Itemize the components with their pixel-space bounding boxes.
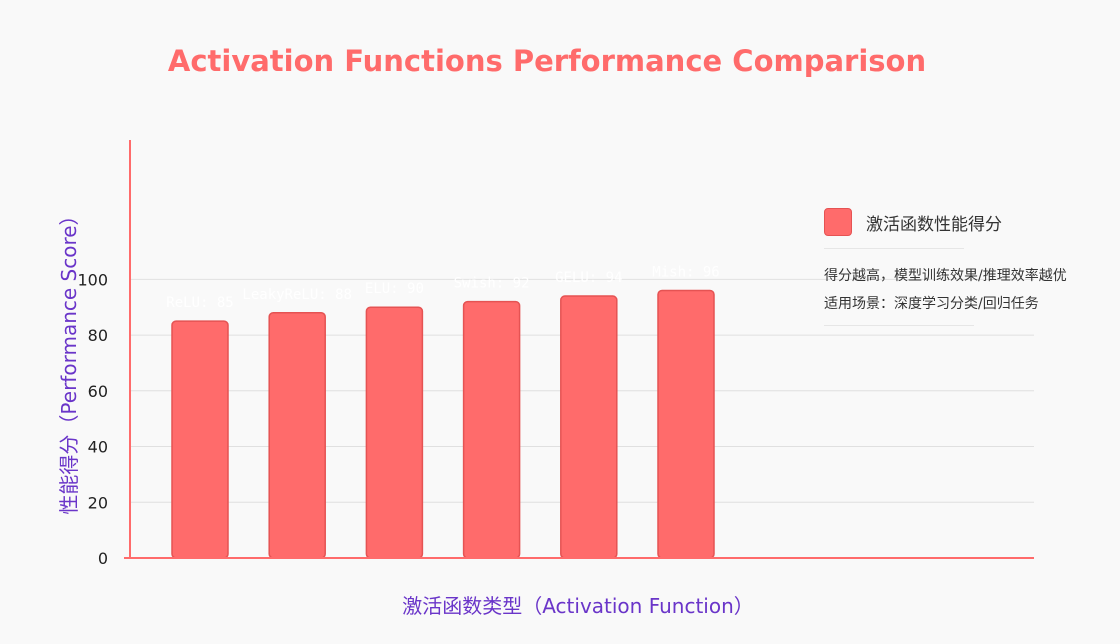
y-axis-title: 性能得分（Performance Score）: [57, 205, 81, 514]
legend-label: 激活函数性能得分: [866, 214, 1002, 235]
y-tick-labels: 0 20 40 60 80 100: [77, 270, 108, 568]
y-tick-label: 20: [88, 493, 108, 512]
bar[interactable]: [560, 295, 618, 559]
data-labels: ReLU: 85 LeakyReLU: 88 ELU: 90 Swish: 92 GEL…: [166, 264, 719, 311]
legend: 激活函数性能得分 得分越高，模型训练效果/推理效率越优 适用场景：深度学习分类/…: [818, 208, 1120, 328]
bar[interactable]: [365, 306, 424, 559]
x-axis-title: 激活函数类型（Activation Function）: [402, 594, 754, 618]
y-tick-label: 0: [98, 549, 108, 568]
axes: [124, 140, 1034, 559]
bar[interactable]: [657, 289, 715, 559]
data-label: Swish: 92: [454, 276, 530, 292]
chart-title: Activation Functions Performance Compari…: [168, 44, 926, 78]
bar-series: [171, 289, 715, 559]
data-label: ELU: 90: [365, 281, 424, 297]
legend-item[interactable]: 激活函数性能得分: [818, 208, 1120, 236]
y-tick-label: 80: [88, 326, 108, 345]
legend-note: 适用场景：深度学习分类/回归任务: [824, 296, 1039, 312]
bar[interactable]: [462, 300, 521, 559]
data-label: LeakyReLU: 88: [242, 287, 352, 303]
y-tick-label: 100: [77, 270, 108, 289]
legend-divider: [824, 325, 974, 326]
legend-swatch: [824, 208, 852, 236]
bar[interactable]: [171, 320, 229, 559]
y-tick-label: 40: [88, 438, 108, 457]
legend-note: 得分越高，模型训练效果/推理效率越优: [824, 268, 1067, 284]
legend-divider: [824, 248, 964, 249]
y-tick-label: 60: [88, 382, 108, 401]
data-label: Mish: 96: [652, 264, 719, 280]
data-label: GELU: 94: [555, 270, 622, 286]
bar[interactable]: [268, 312, 326, 559]
data-label: ReLU: 85: [166, 295, 233, 311]
